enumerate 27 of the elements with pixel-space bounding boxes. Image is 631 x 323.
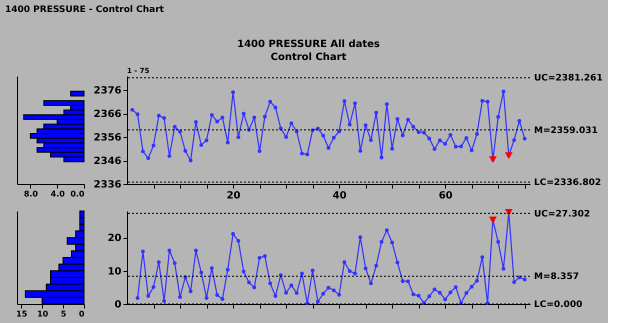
x-tick-label: 15 [16, 310, 28, 318]
y-tick-label: 0 [114, 300, 122, 310]
chart-subtitle: Control Chart [270, 52, 347, 63]
x-tick-label: 60 [438, 190, 453, 202]
y-tick-label: 20 [108, 233, 122, 244]
chart-title: 1400 PRESSURE All dates [237, 39, 380, 50]
text: 1400 PRESSURE - Control Chart [5, 5, 165, 15]
y-tick-label: 2356 [94, 132, 122, 144]
ref-line-label: UC=2381.261 [534, 74, 603, 84]
ref-line-label: UC=27.302 [534, 209, 590, 220]
ref-line-label: LC=2336.802 [534, 178, 602, 188]
x-tick-label: 8.0 [24, 190, 38, 198]
x-tick-label: 0.0 [70, 190, 85, 198]
y-tick-label: 10 [108, 266, 122, 278]
x-tick-label: 10 [37, 310, 49, 318]
x-tick-label: 0 [78, 310, 85, 318]
y-tick-label: 2376 [94, 86, 122, 97]
ref-line-label: M=2359.031 [534, 126, 598, 136]
x-tick-label: 40 [332, 190, 347, 202]
y-tick-label: 2336 [94, 180, 122, 190]
x-tick-label: 20 [226, 190, 241, 202]
x-tick-label: 5 [60, 310, 67, 318]
y-tick-label: 2346 [94, 156, 122, 168]
ref-line-label: M=8.357 [534, 272, 579, 282]
y-tick-label: 2366 [94, 109, 122, 120]
x-tick-label: 4.0 [50, 190, 66, 198]
ref-line-label: LC=0.000 [534, 300, 582, 310]
